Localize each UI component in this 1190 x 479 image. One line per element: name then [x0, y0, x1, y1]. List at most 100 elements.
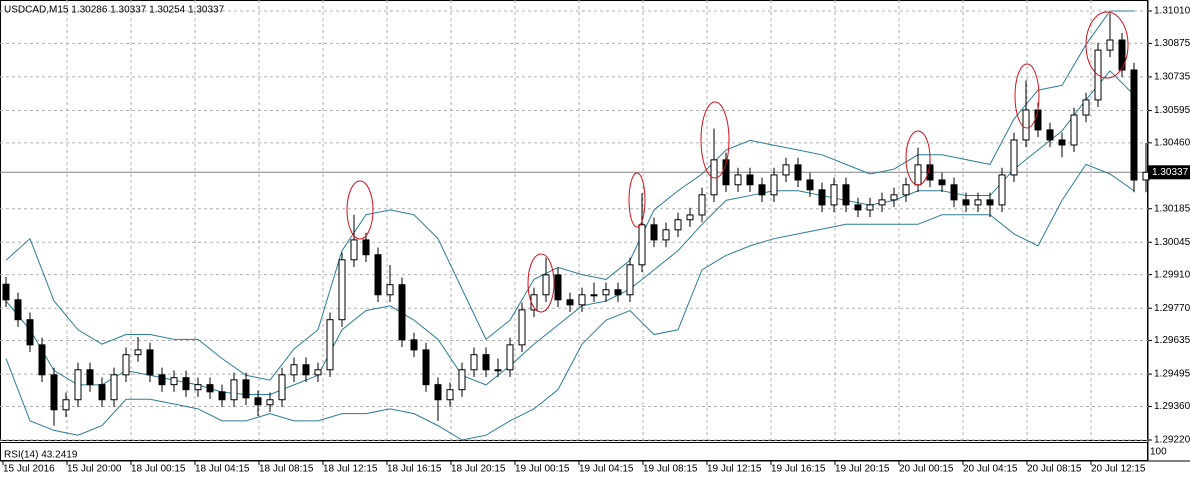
candle-body: [614, 289, 622, 296]
candle-body: [362, 239, 370, 256]
candle-body: [1118, 39, 1126, 71]
x-tick-label: 19 Jul 20:15: [835, 464, 890, 475]
x-tick-label: 19 Jul 08:15: [643, 464, 698, 475]
candle-body: [1046, 129, 1054, 141]
candle-body: [38, 344, 46, 376]
x-tick-label: 19 Jul 16:15: [771, 464, 826, 475]
candle-body: [902, 184, 910, 196]
candle-body: [2, 283, 10, 301]
candle-body: [842, 184, 850, 206]
candle-body: [674, 219, 682, 231]
axes: 1.31010 1.30875 1.30735 1.30595 1.30460 1.301…: [2, 6, 1190, 475]
y-tick-label: 1.30875: [1154, 38, 1190, 49]
candle-body: [1058, 139, 1066, 146]
candle-body: [914, 164, 922, 186]
candle-body: [698, 194, 706, 216]
candle-body: [566, 299, 574, 306]
x-tick-label: 18 Jul 16:15: [387, 464, 442, 475]
candle-body: [98, 384, 106, 401]
band-lower: [5, 163, 1135, 441]
candle-body: [266, 399, 274, 406]
candle-body: [74, 369, 82, 401]
indicator-axis-label: 100: [1150, 447, 1167, 458]
chart-title: USDCAD,M15 1.30286 1.30337 1.30254 1.303…: [4, 5, 225, 16]
y-tick-label: 1.30595: [1154, 105, 1190, 116]
current-price-label: 1.30337: [1152, 167, 1189, 178]
candle-body: [854, 204, 862, 211]
highlight: [527, 253, 555, 313]
candle-body: [14, 299, 22, 321]
candle-body: [770, 174, 778, 196]
candle-body: [374, 254, 382, 296]
y-tick-label: 1.30045: [1154, 237, 1190, 248]
candle-body: [1034, 109, 1042, 131]
candle-body: [494, 369, 502, 372]
y-tick-label: 1.29220: [1154, 435, 1190, 446]
y-tick-label: 1.29495: [1154, 369, 1190, 380]
current-price-box: [1148, 165, 1190, 180]
candle-body: [758, 184, 766, 196]
y-tick-label: 1.29360: [1154, 401, 1190, 412]
x-tick-label: 18 Jul 04:15: [195, 464, 250, 475]
candle-body: [302, 364, 310, 376]
y-tick-label: 1.30460: [1154, 137, 1190, 148]
x-tick-label: 18 Jul 20:15: [451, 464, 506, 475]
indicator-label: RSI(14) 43.2419: [4, 450, 78, 461]
candle-body: [110, 374, 118, 401]
candle-body: [578, 294, 586, 306]
highlight-ellipses: [346, 11, 1129, 313]
candle-body: [170, 377, 178, 386]
candle-body: [158, 374, 166, 386]
candle-body: [254, 397, 262, 406]
highlight: [1014, 63, 1040, 129]
y-tick-label: 1.31010: [1154, 6, 1190, 17]
x-tick-label: 19 Jul 12:15: [707, 464, 762, 475]
candle-body: [134, 349, 142, 356]
candle-body: [86, 369, 94, 386]
candle-body: [818, 189, 826, 206]
x-tick-label: 20 Jul 12:15: [1091, 464, 1146, 475]
candle-body: [590, 294, 598, 297]
candle-body: [938, 179, 946, 186]
candle-body: [422, 349, 430, 386]
candle-body: [974, 199, 982, 206]
candle-body: [638, 224, 646, 266]
x-tick-label: 19 Jul 04:15: [579, 464, 634, 475]
candle-body: [662, 229, 670, 241]
candle-body: [1070, 114, 1078, 146]
candle-body: [338, 259, 346, 321]
candle-body: [446, 389, 454, 401]
x-tick-label: 19 Jul 00:15: [515, 464, 570, 475]
candle-body: [890, 194, 898, 201]
candle-body: [866, 204, 874, 211]
highlight: [628, 172, 646, 228]
candle-body: [350, 239, 358, 261]
candle-body: [962, 199, 970, 206]
candle-body: [518, 309, 526, 346]
candle-body: [458, 369, 466, 391]
y-tick-label: 1.30185: [1154, 203, 1190, 214]
candle-body: [146, 349, 154, 376]
band-upper: [5, 10, 1134, 381]
highlight: [905, 130, 931, 186]
plot-frame: [0, 0, 1148, 441]
candle-body: [242, 379, 250, 399]
candle-body: [746, 174, 754, 186]
candle-body: [602, 289, 610, 296]
highlight: [700, 101, 730, 179]
grid: [0, 0, 1148, 441]
y-tick-label: 1.29770: [1154, 303, 1190, 314]
candle-body: [50, 374, 58, 411]
candle-body: [326, 319, 334, 371]
x-tick-label: 20 Jul 04:15: [963, 464, 1018, 475]
candle-body: [398, 284, 406, 341]
candle-body: [482, 354, 490, 371]
candle-body: [626, 264, 634, 296]
candle-body: [950, 184, 958, 201]
x-tick-label: 18 Jul 08:15: [259, 464, 314, 475]
candle-body: [686, 214, 694, 221]
x-tick-label: 15 Jul 20:00: [67, 464, 122, 475]
candle-body: [314, 369, 322, 376]
